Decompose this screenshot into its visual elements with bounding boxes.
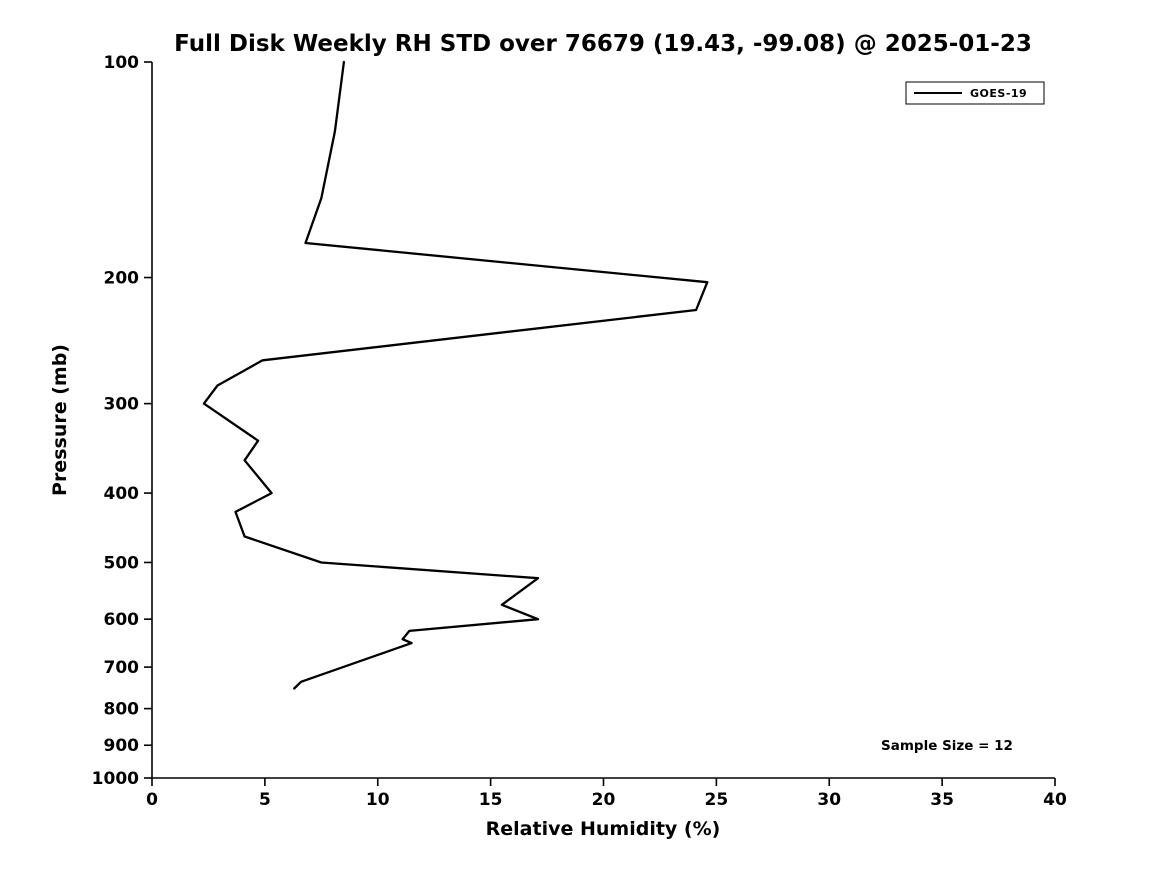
x-tick-label: 20 <box>592 790 616 810</box>
x-tick-label: 35 <box>930 790 954 810</box>
sample-size-annotation: Sample Size = 12 <box>881 738 1013 754</box>
y-tick-label: 500 <box>104 553 140 573</box>
x-tick-label: 15 <box>479 790 503 810</box>
x-tick-label: 25 <box>705 790 729 810</box>
y-tick-label: 100 <box>104 53 140 73</box>
y-tick-label: 1000 <box>92 769 139 789</box>
goes19-series-line <box>202 60 709 690</box>
x-tick-label: 0 <box>146 790 158 810</box>
y-tick-label: 700 <box>104 658 140 678</box>
y-axis-tick-group: 100 200 300 400 500 600 700 800 900 1000 <box>92 53 152 789</box>
y-tick-label: 200 <box>104 269 140 289</box>
x-tick-label: 10 <box>366 790 390 810</box>
x-axis-title: Relative Humidity (%) <box>486 818 721 840</box>
x-axis-tick-group: 0 5 10 15 20 25 30 35 40 <box>146 778 1067 810</box>
legend-box <box>905 81 1045 105</box>
y-tick-label: 800 <box>104 700 140 720</box>
legend: GOES-19 <box>905 81 1045 105</box>
axes <box>151 62 1055 779</box>
y-tick-label: 600 <box>104 610 140 630</box>
y-axis-title: Pressure (mb) <box>49 344 71 496</box>
x-tick-label: 5 <box>259 790 271 810</box>
x-tick-label: 40 <box>1043 790 1067 810</box>
legend-label: GOES-19 <box>970 87 1027 100</box>
x-tick-label: 30 <box>817 790 841 810</box>
chart-title: Full Disk Weekly RH STD over 76679 (19.4… <box>174 31 1032 57</box>
y-tick-label: 900 <box>104 736 140 756</box>
y-tick-label: 400 <box>104 484 140 504</box>
y-tick-label: 300 <box>104 395 140 415</box>
